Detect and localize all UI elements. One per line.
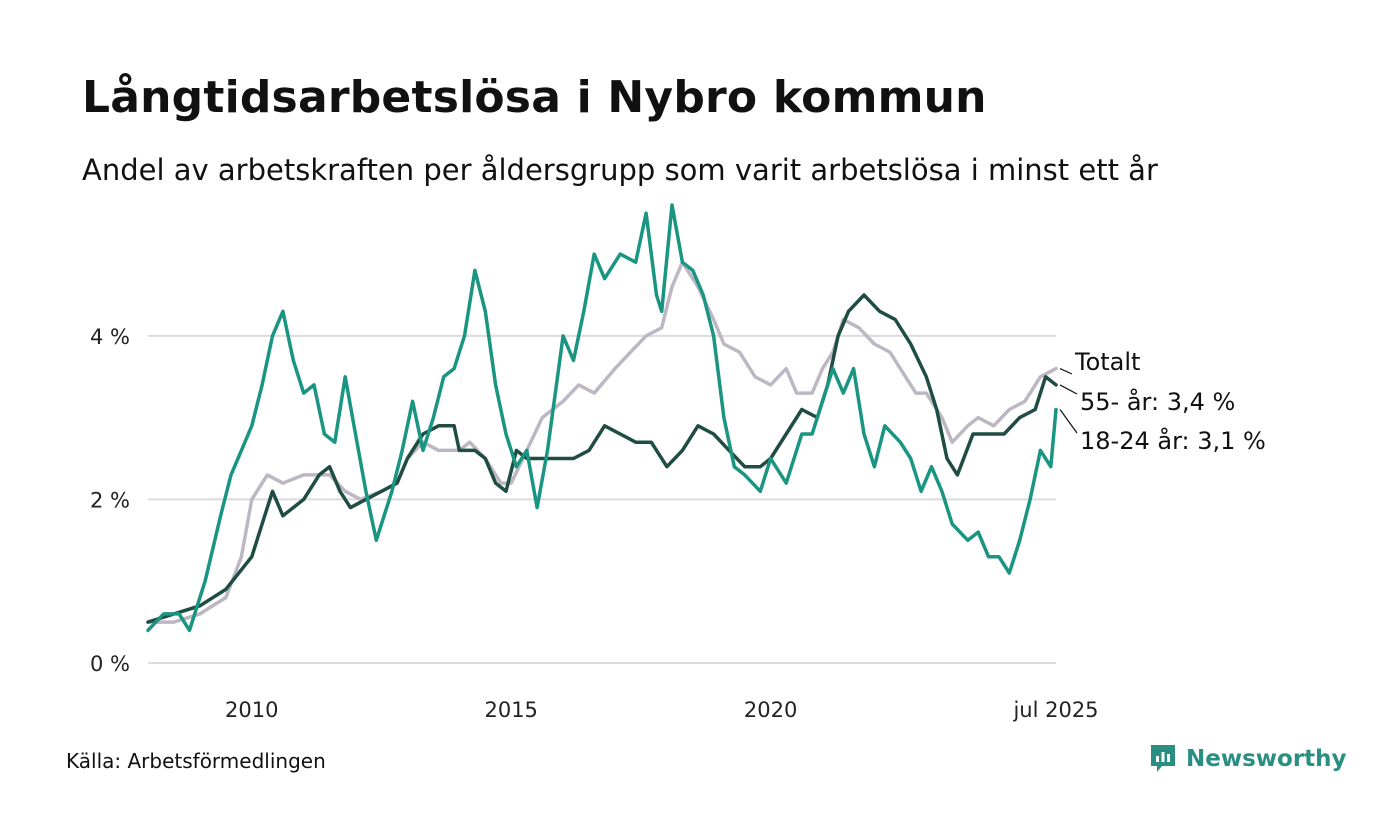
brand-logo: Newsworthy — [1148, 742, 1347, 776]
series-label: 55- år: 3,4 % — [1080, 387, 1235, 416]
source-note: Källa: Arbetsförmedlingen — [66, 749, 326, 773]
y-tick-label: 4 % — [90, 325, 130, 349]
x-tick-label: 2015 — [484, 698, 537, 722]
series-label: Totalt — [1074, 348, 1140, 376]
y-tick-label: 2 % — [90, 488, 130, 512]
y-axis: 0 % 2 % 4 % — [90, 325, 130, 676]
series-lines — [146, 203, 1058, 633]
series-labels: Totalt 55- år: 3,4 % 18-24 år: 3,1 % — [1059, 348, 1266, 455]
series-line-totalt — [146, 260, 1058, 624]
label-connector — [1059, 384, 1078, 395]
brand-name: Newsworthy — [1186, 746, 1347, 772]
x-tick-label: 2010 — [225, 698, 278, 722]
y-tick-label: 0 % — [90, 652, 130, 676]
newsworthy-logo-icon — [1151, 745, 1175, 772]
label-connector — [1059, 409, 1078, 434]
x-axis: 2010 2015 2020 jul 2025 — [225, 698, 1099, 722]
series-label: 18-24 år: 3,1 % — [1080, 426, 1266, 455]
series-line-18-24 — [146, 203, 1058, 633]
x-tick-label: jul 2025 — [1012, 698, 1098, 722]
label-connector — [1059, 368, 1073, 375]
chart-subtitle: Andel av arbetskraften per åldersgrupp s… — [82, 153, 1158, 187]
x-tick-label: 2020 — [744, 698, 797, 722]
series-line-55 — [146, 293, 1058, 624]
chart-title: Långtidsarbetslösa i Nybro kommun — [82, 72, 987, 123]
